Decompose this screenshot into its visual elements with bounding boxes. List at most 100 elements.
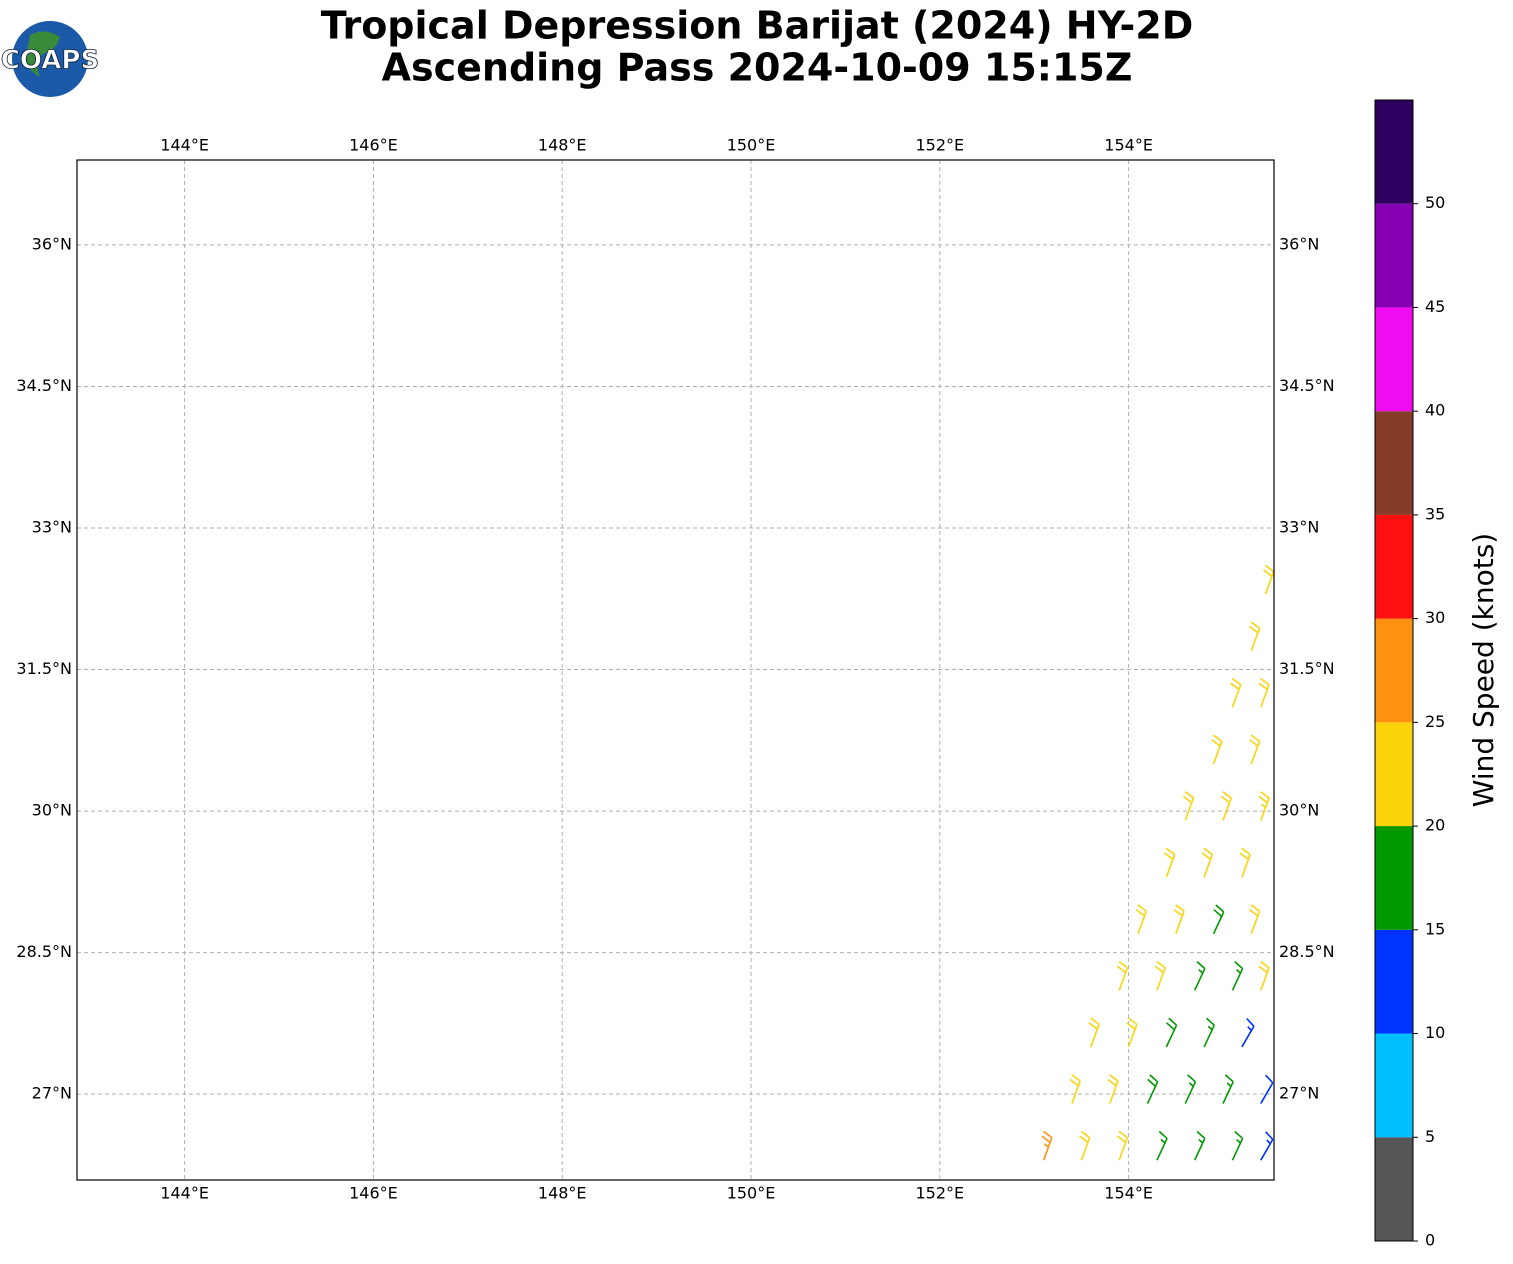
colorbar-tick-label: 10 xyxy=(1425,1023,1445,1042)
colorbar-bin xyxy=(1375,1137,1413,1241)
wind-barb xyxy=(1260,1074,1274,1104)
wind-barb xyxy=(1203,1017,1216,1048)
wind-barb xyxy=(1222,1074,1234,1104)
colorbar-tick-label: 15 xyxy=(1425,919,1445,938)
wind-barb xyxy=(1135,904,1148,935)
wind-barb xyxy=(1212,904,1225,935)
y-tick-label: 33°N xyxy=(32,517,72,536)
wind-barb xyxy=(1248,904,1261,935)
wind-barb xyxy=(1164,847,1176,878)
wind-barb xyxy=(1079,1130,1091,1161)
x-tick-label: 146°E xyxy=(349,136,398,155)
y-tick-label: 30°N xyxy=(1279,801,1319,820)
wind-barb xyxy=(1165,1017,1178,1048)
colorbar-tick-label: 0 xyxy=(1425,1231,1435,1250)
colorbar-tick-label: 40 xyxy=(1425,401,1445,420)
y-tick-label: 34.5°N xyxy=(16,376,72,395)
wind-barb xyxy=(1241,1018,1255,1048)
wind-barb xyxy=(1258,677,1270,708)
colorbar-bin xyxy=(1375,203,1413,308)
colorbar-tick-label: 30 xyxy=(1425,608,1445,627)
wind-barb xyxy=(1156,1130,1168,1161)
x-tick-label: 152°E xyxy=(915,136,964,155)
x-tick-label: 148°E xyxy=(538,136,587,155)
y-tick-label: 28.5°N xyxy=(16,942,72,961)
colorbar-bin xyxy=(1375,929,1413,1034)
colorbar-bin xyxy=(1375,514,1413,619)
y-tick-label: 28.5°N xyxy=(1279,942,1335,961)
y-tick-label: 30°N xyxy=(32,801,72,820)
colorbar-tick-label: 20 xyxy=(1425,816,1445,835)
x-tick-label: 150°E xyxy=(727,136,776,155)
wind-barb xyxy=(1116,960,1129,991)
x-tick-label: 152°E xyxy=(915,1184,964,1203)
y-tick-label: 33°N xyxy=(1279,517,1319,536)
y-tick-label: 31.5°N xyxy=(16,659,72,678)
colorbar-bin xyxy=(1375,722,1413,827)
y-tick-label: 36°N xyxy=(32,234,72,253)
x-tick-label: 148°E xyxy=(538,1184,587,1203)
colorbar-label: Wind Speed (knots) xyxy=(1467,533,1500,807)
barbs xyxy=(1041,564,1275,1161)
colorbar: 0 5 10 15 20 25 30 35 40 45 50 xyxy=(1374,99,1445,1250)
wind-barb xyxy=(1184,1074,1197,1104)
colorbar-bin xyxy=(1375,618,1413,723)
y-tick-label: 27°N xyxy=(32,1084,72,1103)
y-tick-label: 31.5°N xyxy=(1279,659,1335,678)
wind-barb xyxy=(1116,1130,1129,1161)
wind-barb xyxy=(1260,1131,1274,1161)
wind-barb xyxy=(1107,1074,1119,1104)
wind-barb xyxy=(1258,960,1270,991)
wind-barb xyxy=(1220,791,1232,821)
wind-barb xyxy=(1263,564,1275,595)
wind-barb xyxy=(1231,961,1244,991)
wind-barb xyxy=(1154,960,1166,991)
wind-barb xyxy=(1258,791,1270,821)
colorbar-bin xyxy=(1375,307,1413,412)
y-tick-label: 34.5°N xyxy=(1279,376,1335,395)
wind-barb xyxy=(1230,677,1242,708)
logo: COAPS xyxy=(0,21,100,97)
wind-barb xyxy=(1069,1074,1081,1104)
colorbar-tick-label: 45 xyxy=(1425,297,1445,316)
x-tick-label: 154°E xyxy=(1104,1184,1153,1203)
colorbar-tick-label: 35 xyxy=(1425,504,1445,523)
colorbar-bin xyxy=(1375,411,1413,515)
wind-barb xyxy=(1248,734,1261,765)
wind-barb xyxy=(1041,1130,1053,1161)
x-tick-label: 144°E xyxy=(160,1184,209,1203)
colorbar-bin xyxy=(1375,1033,1413,1138)
wind-barb xyxy=(1126,1017,1138,1048)
logo-text: COAPS xyxy=(1,46,99,76)
wind-barb xyxy=(1173,904,1185,935)
grid: 144°E 144°E 146°E 146°E 148°E 148°E 150°E 150°E… xyxy=(16,136,1334,1203)
wind-barb xyxy=(1088,1017,1100,1048)
map-frame xyxy=(76,159,1275,1181)
wind-barb xyxy=(1248,621,1261,651)
chart-title: Tropical Depression Barijat (2024) HY-2D xyxy=(321,4,1194,48)
colorbar-bin xyxy=(1375,826,1413,930)
wind-barb xyxy=(1146,1074,1159,1104)
logo-land xyxy=(26,31,60,78)
x-tick-label: 154°E xyxy=(1104,136,1153,155)
colorbar-tick-label: 5 xyxy=(1425,1127,1435,1146)
wind-barb xyxy=(1193,1130,1206,1161)
wind-barb xyxy=(1182,791,1195,821)
wind-barb xyxy=(1231,1130,1244,1161)
chart-subtitle: Ascending Pass 2024-10-09 15:15Z xyxy=(382,46,1133,90)
wind-barb xyxy=(1201,847,1214,878)
wind-barb xyxy=(1193,961,1206,991)
colorbar-tick-label: 25 xyxy=(1425,712,1445,731)
colorbar-tick-label: 50 xyxy=(1425,193,1445,212)
wind-barb xyxy=(1211,734,1223,765)
wind-barb xyxy=(1239,847,1251,878)
y-tick-label: 27°N xyxy=(1279,1084,1319,1103)
colorbar-bin xyxy=(1375,100,1413,204)
colorbar-frame xyxy=(1374,99,1414,1242)
x-tick-label: 150°E xyxy=(727,1184,776,1203)
x-tick-label: 146°E xyxy=(349,1184,398,1203)
x-tick-label: 144°E xyxy=(160,136,209,155)
y-tick-label: 36°N xyxy=(1279,234,1319,253)
